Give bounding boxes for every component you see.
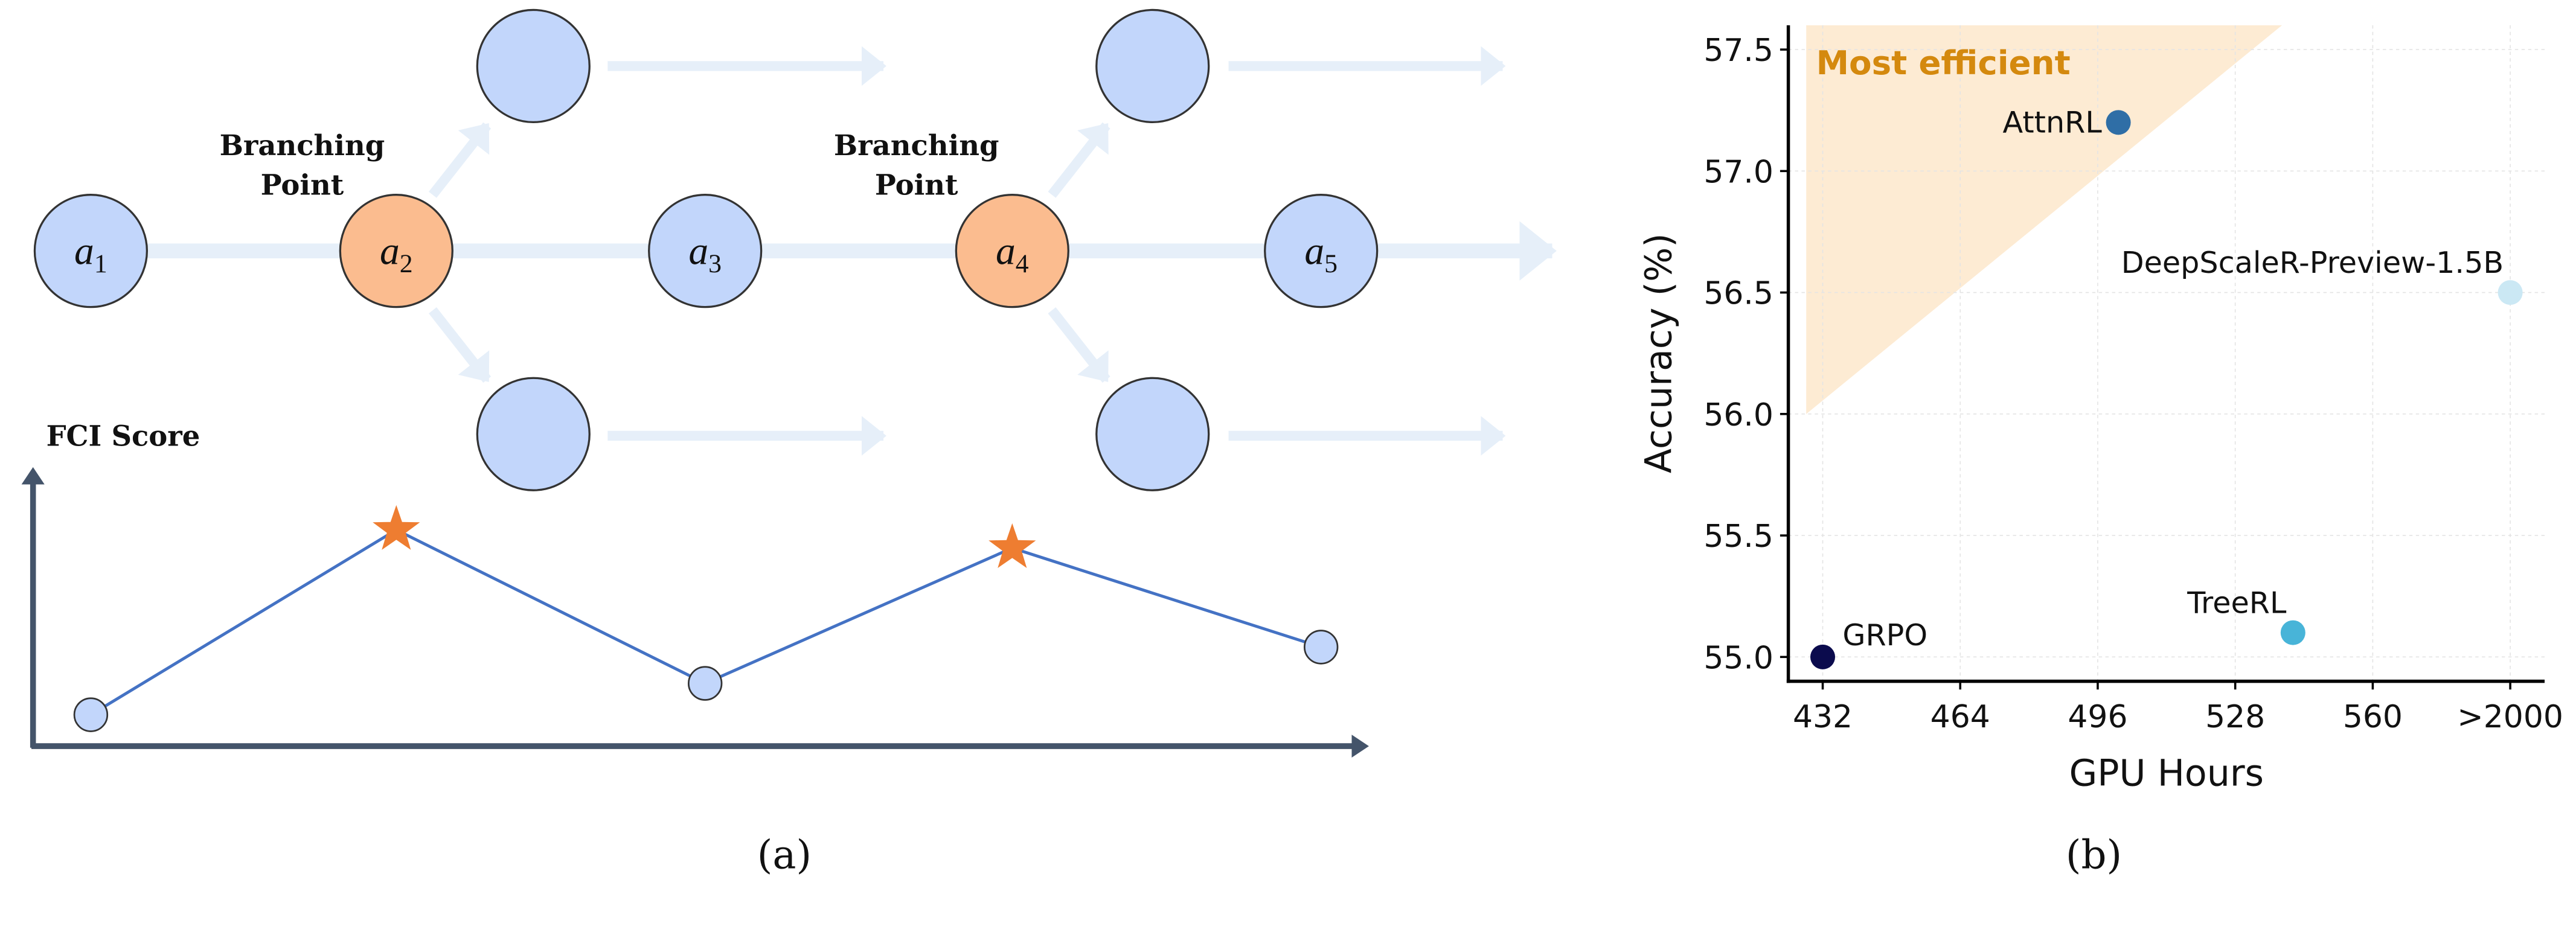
point-treerl	[2280, 620, 2305, 645]
node-a5: a5	[1264, 194, 1379, 308]
branching-point-labels: Branching Point Branching Point	[220, 129, 999, 202]
fci-point	[1303, 630, 1339, 665]
y-tick-label: 56.0	[1703, 397, 1773, 433]
fci-score-label: FCI Score	[46, 419, 200, 452]
fci-point	[687, 666, 723, 701]
point-grpo	[1810, 644, 1836, 669]
branching-label-2a: Branching	[834, 129, 999, 162]
point-deepscaler-preview-1.5b	[2498, 280, 2523, 305]
point-attnrl	[2106, 110, 2131, 135]
x-tick-label: 560	[2343, 699, 2403, 735]
y-axis-label: Accuracy (%)	[1638, 233, 1680, 473]
branch-nodes	[476, 8, 1210, 491]
branch-arrow-down-2	[1048, 307, 1110, 383]
point-label: AttnRL	[2003, 104, 2103, 139]
fci-stars	[373, 505, 1036, 568]
branch-node	[1095, 377, 1210, 491]
branching-label-1a: Branching	[220, 129, 385, 162]
node-a1: a1	[33, 194, 149, 308]
branching-label-2b: Point	[875, 168, 958, 202]
point-label: TreeRL	[2187, 585, 2287, 620]
node-a3: a3	[648, 194, 763, 308]
branch-arrow-up-2	[1048, 122, 1110, 198]
branch-node	[476, 377, 591, 491]
points: GRPO AttnRL TreeRL DeepScaleR-Preview-1.5B	[1810, 104, 2523, 669]
y-tick-label: 57.0	[1703, 154, 1773, 190]
node-a2-branching: a2	[339, 194, 453, 308]
branching-label-1b: Point	[261, 168, 344, 202]
most-efficient-label: Most efficient	[1816, 43, 2071, 82]
svg-text:a1: a1	[74, 230, 107, 279]
y-tick-label: 55.0	[1703, 640, 1773, 676]
y-tick-label: 55.5	[1703, 519, 1773, 555]
axes: 432 464 496 528 560 >2000 55.0 55.5 56.0 56.5 57.0…	[1703, 25, 2563, 735]
svg-text:a4: a4	[996, 230, 1029, 279]
branch-node	[476, 8, 591, 124]
x-tick-label: 496	[2068, 699, 2127, 735]
svg-text:a2: a2	[380, 230, 413, 279]
branch-node	[1095, 8, 1210, 124]
point-label: GRPO	[1842, 618, 1927, 653]
node-a4-branching: a4	[955, 194, 1069, 308]
point-label: DeepScaleR-Preview-1.5B	[2121, 245, 2504, 280]
branch-arrow-up-1	[429, 122, 492, 198]
panel-b-chart: Most efficient GRPO AttnRL TreeRL DeepScale…	[1638, 25, 2563, 878]
fci-point	[73, 697, 109, 732]
x-tick-label: 528	[2205, 699, 2265, 735]
grid	[1788, 25, 2545, 681]
fci-points	[73, 630, 1339, 732]
star-icon	[988, 523, 1036, 568]
x-axis-label: GPU Hours	[2069, 753, 2264, 795]
y-tick-label: 57.5	[1703, 33, 1773, 69]
x-tick-label: 432	[1793, 699, 1853, 735]
x-tick-label: >2000	[2457, 699, 2563, 735]
caption-b: (b)	[2066, 832, 2122, 878]
svg-text:a3: a3	[688, 230, 722, 279]
fci-axes	[21, 467, 1369, 758]
efficient-region	[1806, 25, 2283, 414]
x-tick-label: 464	[1930, 699, 1990, 735]
panel-a: a1 a2 a3 a4 a5 Branching Point Branching	[21, 8, 1557, 878]
star-icon	[373, 505, 420, 550]
y-tick-label: 56.5	[1703, 276, 1773, 312]
branch-arrow-down-1	[429, 307, 492, 383]
action-nodes: a1 a2 a3 a4 a5	[33, 194, 1379, 308]
caption-a: (a)	[757, 832, 812, 878]
svg-text:a5: a5	[1304, 230, 1338, 279]
